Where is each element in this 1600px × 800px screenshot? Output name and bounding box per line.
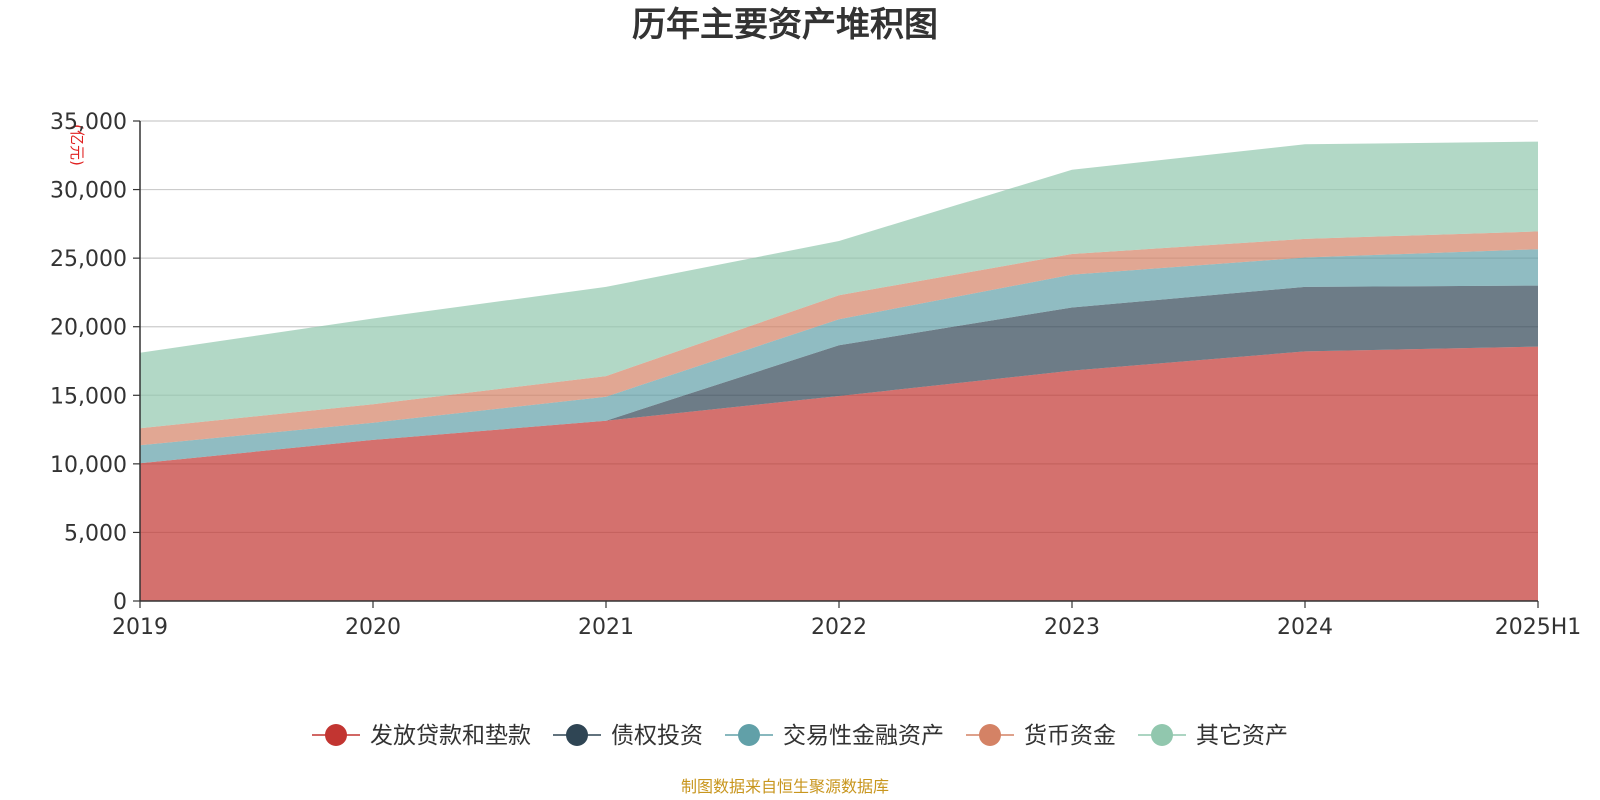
- y-axis-unit-label: (亿元): [68, 124, 86, 166]
- x-tick-label: 2021: [578, 615, 634, 640]
- y-tick-label: 15,000: [50, 384, 127, 409]
- area-series-2: [140, 285, 1538, 464]
- legend-label: 发放贷款和垫款: [370, 723, 531, 749]
- chart-title: 历年主要资产堆积图: [632, 5, 938, 45]
- legend-item-5[interactable]: 其它资产: [1138, 723, 1288, 749]
- area-series-1: [140, 346, 1538, 601]
- area-series-5: [140, 141, 1538, 429]
- legend-label: 交易性金融资产: [783, 723, 944, 749]
- x-tick-label: 2025H1: [1495, 615, 1582, 640]
- legend-label: 债权投资: [611, 723, 703, 749]
- x-tick-label: 2023: [1044, 615, 1100, 640]
- legend-marker: [738, 724, 760, 746]
- y-tick-label: 0: [113, 590, 127, 615]
- source-note: 制图数据来自恒生聚源数据库: [681, 777, 889, 796]
- legend-item-3[interactable]: 交易性金融资产: [725, 723, 944, 749]
- axes: 0 5,000 10,000 15,000 20,000 25,000 30,000 35,0…: [50, 110, 1581, 640]
- stacked-areas: [140, 141, 1538, 601]
- legend-marker: [566, 724, 588, 746]
- x-tick-label: 2022: [811, 615, 867, 640]
- legend-item-4[interactable]: 货币资金: [966, 723, 1116, 749]
- legend-item-2[interactable]: 债权投资: [553, 723, 703, 749]
- y-tick-label: 25,000: [50, 247, 127, 272]
- x-tick-label: 2019: [112, 615, 168, 640]
- y-tick-label: 35,000: [50, 110, 127, 135]
- legend-item-1[interactable]: 发放贷款和垫款: [312, 723, 531, 749]
- legend: 发放贷款和垫款 债权投资 交易性金融资产 货币资金 其它资产: [312, 723, 1288, 749]
- area-series-4: [140, 231, 1538, 446]
- y-tick-label: 5,000: [64, 521, 127, 546]
- x-tick-label: 2020: [345, 615, 401, 640]
- legend-marker: [979, 724, 1001, 746]
- legend-label: 货币资金: [1024, 723, 1116, 749]
- x-tick-label: 2024: [1277, 615, 1333, 640]
- y-tick-label: 10,000: [50, 453, 127, 478]
- y-tick-label: 30,000: [50, 179, 127, 204]
- y-tick-label: 20,000: [50, 316, 127, 341]
- legend-marker: [325, 724, 347, 746]
- legend-marker: [1151, 724, 1173, 746]
- legend-label: 其它资产: [1196, 723, 1288, 749]
